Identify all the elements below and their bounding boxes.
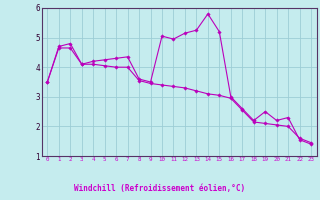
Text: Windchill (Refroidissement éolien,°C): Windchill (Refroidissement éolien,°C) (75, 184, 245, 193)
